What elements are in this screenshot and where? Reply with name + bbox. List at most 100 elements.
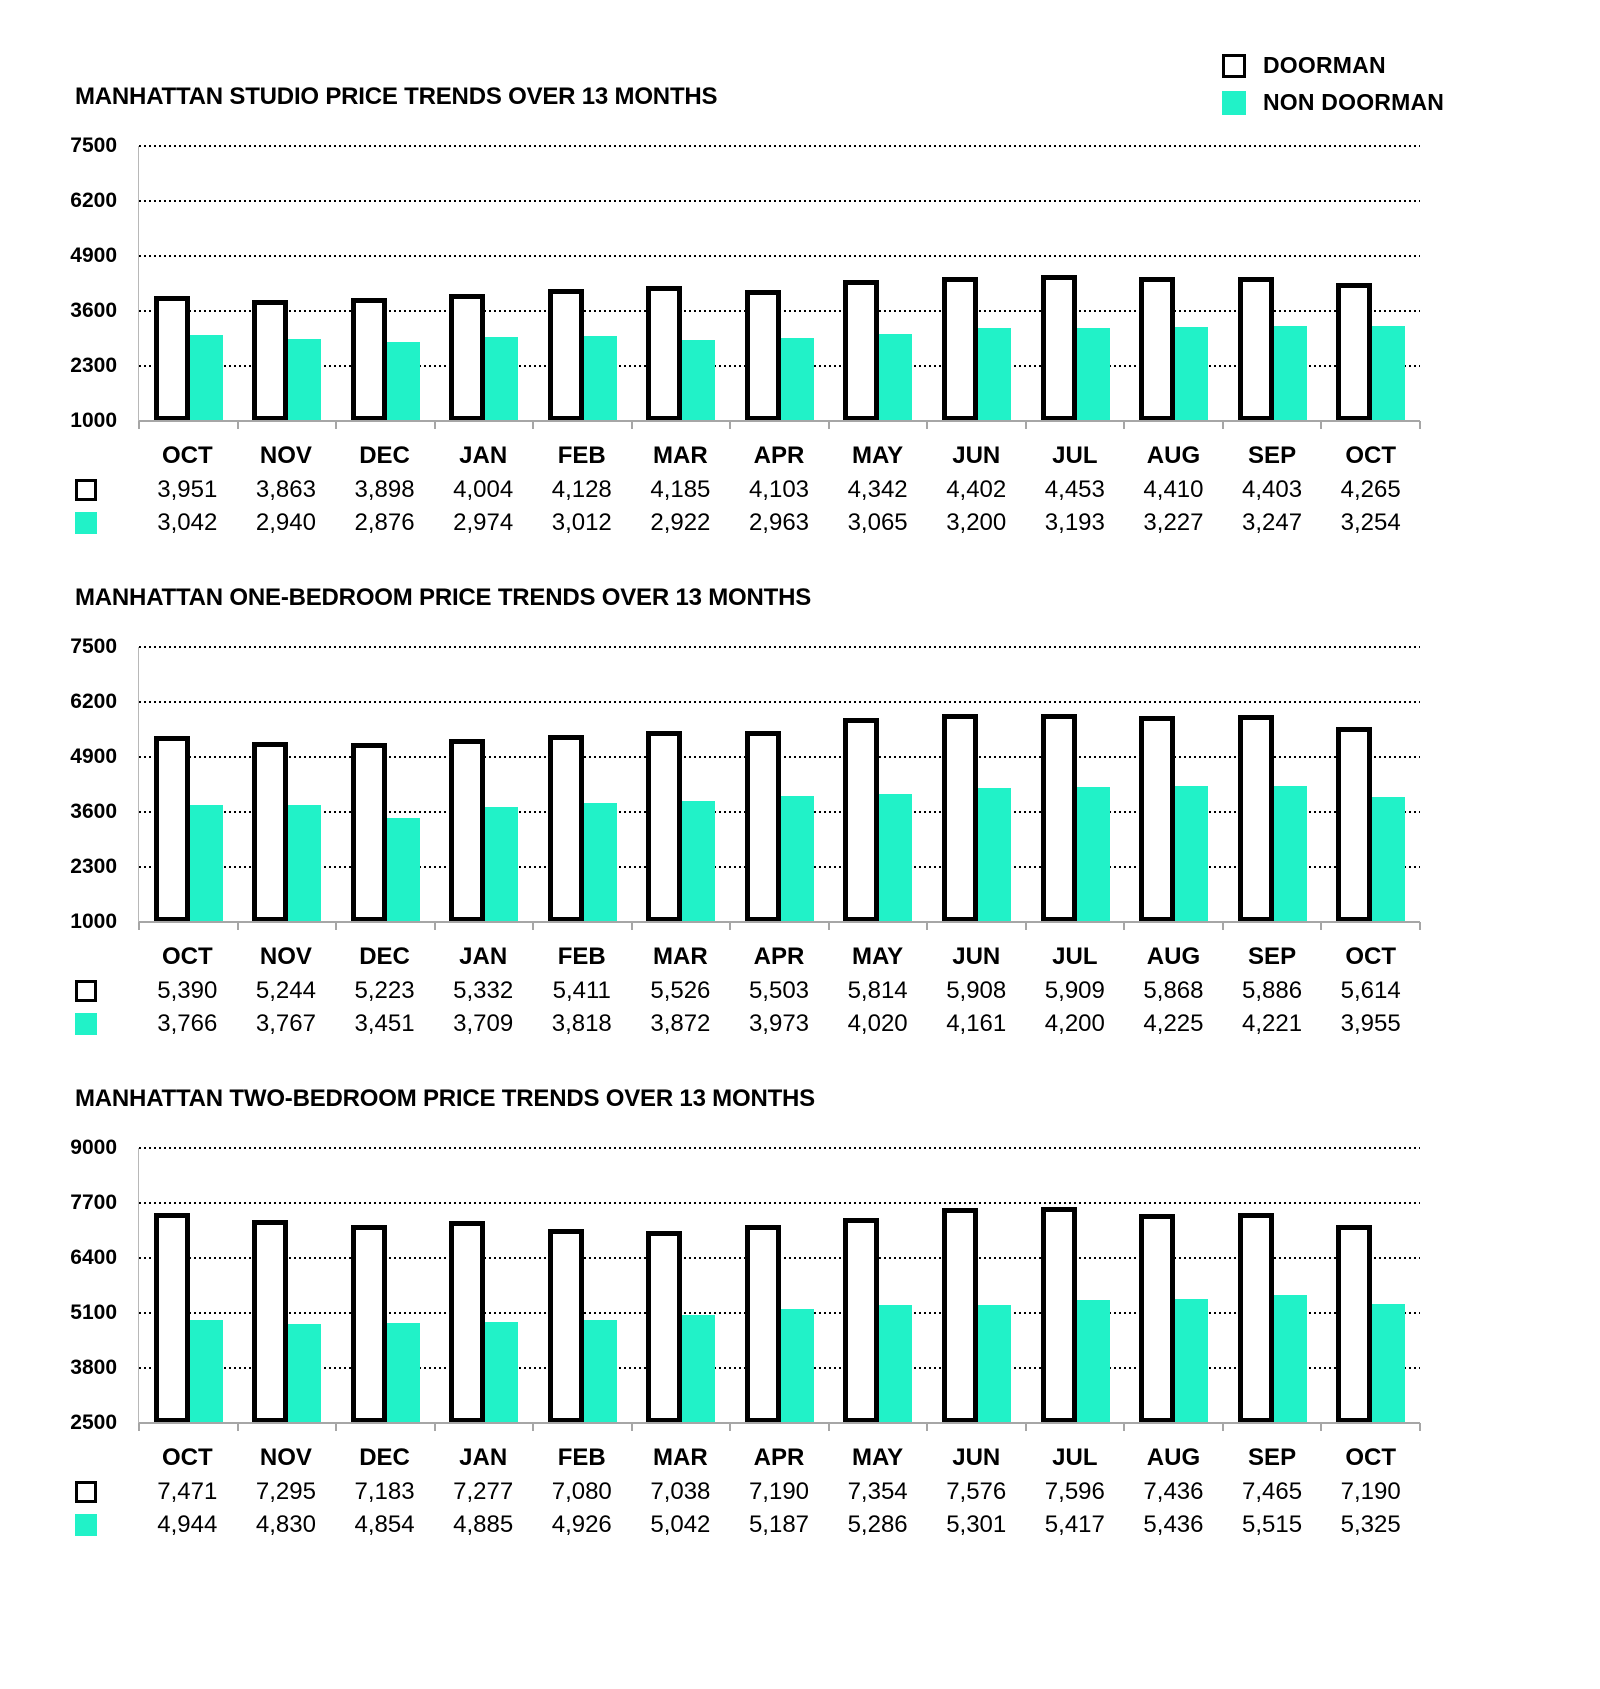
doorman-bar bbox=[252, 1220, 289, 1423]
doorman-bar bbox=[547, 1229, 584, 1423]
bar-group bbox=[1223, 146, 1322, 421]
value-cell: 5,436 bbox=[1143, 1511, 1204, 1538]
x-axis-tick bbox=[433, 922, 436, 930]
y-tick-label: 7500 bbox=[70, 635, 117, 658]
gridline bbox=[139, 701, 1420, 703]
month-label: JUN bbox=[952, 1444, 1001, 1471]
value-cell: 4,926 bbox=[551, 1511, 612, 1538]
doorman-bar bbox=[1040, 1207, 1077, 1423]
month-label: FEB bbox=[557, 943, 606, 970]
bar-group bbox=[1124, 146, 1223, 421]
chart-section-one-bedroom: MANHATTAN ONE-BEDROOM PRICE TRENDS OVER … bbox=[0, 585, 1600, 1040]
value-cell: 5,042 bbox=[650, 1511, 711, 1538]
value-cell: 4,403 bbox=[1242, 476, 1303, 503]
doorman-bar bbox=[744, 731, 781, 922]
non-doorman-bar bbox=[978, 1304, 1012, 1423]
month-label: JUN bbox=[952, 943, 1001, 970]
month-label: NOV bbox=[259, 943, 312, 970]
month-label: DEC bbox=[359, 1444, 410, 1471]
x-axis-tick bbox=[926, 1423, 929, 1431]
value-cell: 4,342 bbox=[847, 476, 908, 503]
bar-group bbox=[1026, 647, 1125, 922]
x-axis-tick bbox=[1419, 1423, 1421, 1431]
month-label: APR bbox=[753, 943, 805, 970]
doorman-bar bbox=[252, 742, 289, 922]
month-label: JUN bbox=[952, 442, 1001, 469]
doorman-row-key bbox=[0, 1475, 138, 1508]
doorman-bar bbox=[350, 743, 387, 922]
bar-group bbox=[336, 647, 435, 922]
non-doorman-bar bbox=[583, 1320, 617, 1423]
gridline bbox=[139, 1202, 1420, 1204]
non-doorman-bar bbox=[682, 339, 716, 421]
non-doorman-bar bbox=[1273, 325, 1307, 421]
month-label: NOV bbox=[259, 442, 312, 469]
month-label: SEP bbox=[1248, 442, 1297, 469]
bar-group bbox=[139, 647, 238, 922]
bar-group bbox=[1124, 647, 1223, 922]
month-label: JUL bbox=[1052, 943, 1098, 970]
doorman-bar bbox=[1237, 715, 1274, 922]
y-tick-label: 1000 bbox=[70, 409, 117, 432]
month-label: AUG bbox=[1146, 943, 1201, 970]
value-cell: 3,012 bbox=[551, 509, 612, 536]
bar-group bbox=[435, 1148, 534, 1423]
month-label: SEP bbox=[1248, 943, 1297, 970]
y-tick-label: 6200 bbox=[70, 189, 117, 212]
x-axis-tick bbox=[1419, 421, 1421, 429]
x-axis-tick bbox=[236, 1423, 239, 1431]
month-label: OCT bbox=[1345, 1444, 1397, 1471]
value-cell: 4,161 bbox=[946, 1010, 1007, 1037]
bar-group bbox=[730, 1148, 829, 1423]
x-axis-tick bbox=[433, 1423, 436, 1431]
x-axis-tick bbox=[138, 1423, 140, 1431]
x-axis-tick bbox=[729, 1423, 732, 1431]
non-doorman-bar bbox=[780, 337, 814, 421]
x-axis-tick bbox=[926, 922, 929, 930]
doorman-bar bbox=[1040, 274, 1077, 421]
non-doorman-swatch-icon bbox=[75, 511, 97, 534]
doorman-bar bbox=[252, 299, 289, 421]
month-label: OCT bbox=[161, 943, 213, 970]
non-doorman-row-key bbox=[0, 1508, 138, 1541]
bar-group bbox=[730, 146, 829, 421]
doorman-bar bbox=[1139, 716, 1176, 922]
month-label: MAR bbox=[653, 1444, 708, 1471]
value-cell: 5,868 bbox=[1143, 977, 1204, 1004]
doorman-bar bbox=[449, 293, 486, 421]
gridline bbox=[139, 646, 1420, 648]
doorman-bar bbox=[942, 1208, 979, 1423]
non-doorman-bar bbox=[189, 1319, 223, 1423]
value-cell: 5,325 bbox=[1340, 1511, 1401, 1538]
value-cell: 2,963 bbox=[748, 509, 810, 536]
y-tick-label: 9000 bbox=[70, 1136, 117, 1159]
bar-group bbox=[435, 647, 534, 922]
x-axis-line bbox=[139, 1422, 1420, 1424]
value-cell: 4,200 bbox=[1044, 1010, 1105, 1037]
doorman-bar bbox=[646, 286, 683, 421]
doorman-swatch-icon bbox=[75, 979, 97, 1002]
non-doorman-swatch-icon bbox=[75, 1012, 97, 1035]
chart-title: MANHATTAN STUDIO PRICE TRENDS OVER 13 MO… bbox=[75, 83, 718, 110]
doorman-swatch-icon bbox=[75, 1480, 97, 1503]
value-cell: 5,526 bbox=[650, 977, 711, 1004]
value-cell: 4,221 bbox=[1242, 1010, 1303, 1037]
doorman-swatch-icon bbox=[75, 478, 97, 501]
value-cell: 7,354 bbox=[847, 1478, 908, 1505]
doorman-bar bbox=[1139, 276, 1176, 421]
plot-area: 9000 7700 6400 5100 3800 2500 bbox=[70, 1136, 1421, 1434]
non-doorman-bar bbox=[1076, 328, 1110, 421]
value-cell: 5,886 bbox=[1242, 977, 1303, 1004]
non-doorman-swatch-icon bbox=[75, 1513, 97, 1536]
month-label: JUL bbox=[1052, 442, 1098, 469]
table-corner bbox=[0, 940, 138, 974]
month-label: AUG bbox=[1146, 442, 1201, 469]
x-axis-tick bbox=[1123, 1423, 1126, 1431]
value-cell: 3,254 bbox=[1340, 509, 1401, 536]
bar-group bbox=[1026, 1148, 1125, 1423]
x-axis-tick bbox=[1320, 1423, 1323, 1431]
non-doorman-row-key bbox=[0, 506, 138, 539]
value-cell: 7,471 bbox=[157, 1478, 218, 1505]
doorman-bar bbox=[646, 1231, 683, 1423]
value-cell: 5,614 bbox=[1340, 977, 1401, 1004]
